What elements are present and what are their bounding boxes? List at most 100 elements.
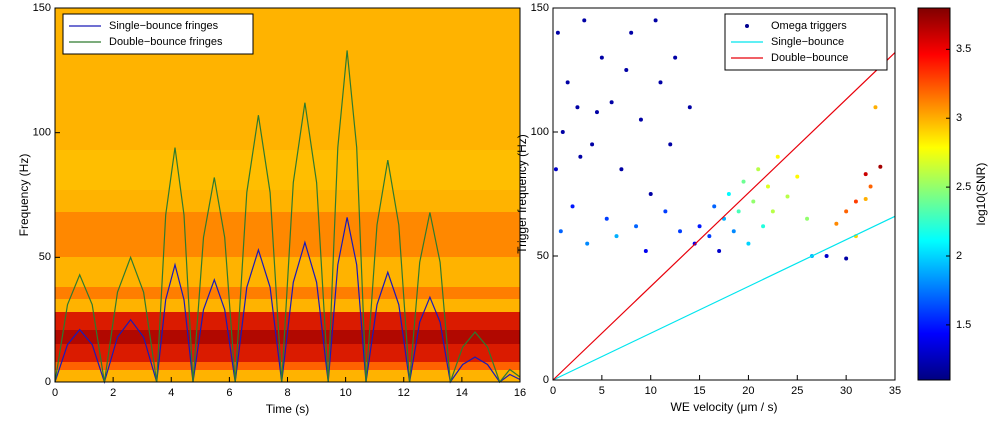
line-series [54, 217, 521, 385]
spectrogram-background [55, 8, 520, 382]
scatter-point [614, 234, 619, 239]
colorbar-tick-label: 2.5 [956, 181, 971, 193]
scatter-point [761, 224, 766, 229]
colorbar-tick-label: 3.5 [956, 43, 971, 55]
scatter-point [624, 68, 629, 72]
colorbar-title: log10(SNR) [974, 163, 988, 226]
scatter-point [582, 18, 587, 23]
legend-marker [745, 24, 749, 28]
x-tick-label: 8 [284, 387, 290, 399]
scatter-point [668, 142, 673, 147]
scatter-point [868, 184, 873, 189]
scatter-point [558, 229, 563, 234]
scatter-point [824, 254, 829, 258]
scatter-point [765, 184, 770, 189]
scatter-point [697, 224, 702, 229]
x-tick-label: 10 [340, 387, 352, 399]
scatter-point [678, 229, 683, 234]
legend-label: Single−bounce fringes [109, 20, 219, 32]
scatter-point [604, 216, 609, 221]
y-tick-label: 50 [537, 250, 549, 262]
colorbar-tick-label: 2 [956, 250, 962, 262]
scatter-point [795, 174, 800, 179]
scatter-point [785, 194, 790, 199]
scatter-point [853, 199, 858, 204]
line-series [552, 52, 896, 381]
scatter-point [653, 18, 658, 23]
x-tick-label: 20 [742, 385, 754, 397]
y-tick-label: 0 [45, 376, 51, 388]
scatter-point [775, 154, 780, 159]
scatter-point [599, 55, 604, 60]
scatter-point [863, 172, 868, 177]
x-tick-label: 5 [599, 385, 605, 397]
x-tick-label: 15 [693, 385, 705, 397]
x-tick-label: 35 [889, 385, 901, 397]
scatter-point [638, 117, 643, 122]
scatter-point [873, 105, 878, 110]
y-tick-label: 150 [531, 2, 549, 14]
scatter-point [560, 130, 565, 134]
x-tick-label: 6 [226, 387, 232, 399]
x-tick-label: 2 [110, 387, 116, 399]
y-axis-title: Frequency (Hz) [17, 154, 31, 237]
scatter-point [731, 229, 736, 234]
scatter-point [575, 105, 580, 110]
x-tick-label: 10 [645, 385, 657, 397]
scatter-point [805, 216, 810, 221]
scatter-point [594, 110, 599, 115]
scatter-point [712, 204, 717, 209]
scatter-point [663, 209, 668, 214]
scatter-point [751, 199, 756, 204]
scatter-point [609, 100, 614, 105]
scatter-point [619, 167, 624, 172]
x-tick-label: 16 [514, 387, 526, 399]
scatter-point [717, 249, 722, 254]
y-tick-label: 100 [33, 127, 51, 139]
scatter-point [634, 224, 639, 229]
scatter-point [707, 234, 712, 239]
scatter-point [878, 164, 883, 169]
legend-label: Omega triggers [771, 20, 847, 32]
scatter-point [863, 196, 868, 201]
scatter-point [585, 241, 590, 246]
scatter-point [553, 167, 558, 172]
scatter-point [844, 209, 849, 214]
scatter-point [570, 204, 575, 209]
scatter-point [648, 192, 653, 196]
x-tick-label: 4 [168, 387, 174, 399]
scatter-point [736, 209, 741, 214]
scatter-point [555, 30, 560, 35]
x-tick-label: 30 [840, 385, 852, 397]
scatter-point [687, 105, 692, 110]
scatter-point [834, 221, 839, 226]
scatter-point [565, 80, 570, 85]
x-axis-title: Time (s) [266, 402, 310, 416]
scatter-point [590, 142, 595, 147]
legend-label: Double−bounce [771, 52, 848, 64]
legend-label: Single−bounce [771, 36, 844, 48]
y-axis-title: Trigger frequency (Hz) [515, 134, 529, 254]
line-series [54, 50, 521, 384]
scatter-point [844, 256, 849, 261]
y-tick-label: 150 [33, 2, 51, 14]
x-axis-title: WE velocity (μm / s) [671, 400, 778, 414]
x-tick-label: 25 [791, 385, 803, 397]
y-tick-label: 0 [543, 374, 549, 386]
scatter-point [746, 241, 751, 246]
colorbar [917, 7, 951, 381]
scatter-point [629, 30, 634, 35]
colorbar-tick-label: 3 [956, 112, 962, 124]
legend-label: Double−bounce fringes [109, 36, 223, 48]
x-tick-label: 0 [52, 387, 58, 399]
line-series [552, 215, 896, 381]
scatter-point [643, 249, 648, 254]
scatter-point [741, 179, 746, 184]
y-tick-label: 100 [531, 126, 549, 138]
x-tick-label: 12 [398, 387, 410, 399]
scatter-point [770, 209, 775, 214]
scatter-point [578, 154, 583, 159]
colorbar-tick-label: 1.5 [956, 319, 971, 331]
scatter-point [658, 80, 663, 85]
